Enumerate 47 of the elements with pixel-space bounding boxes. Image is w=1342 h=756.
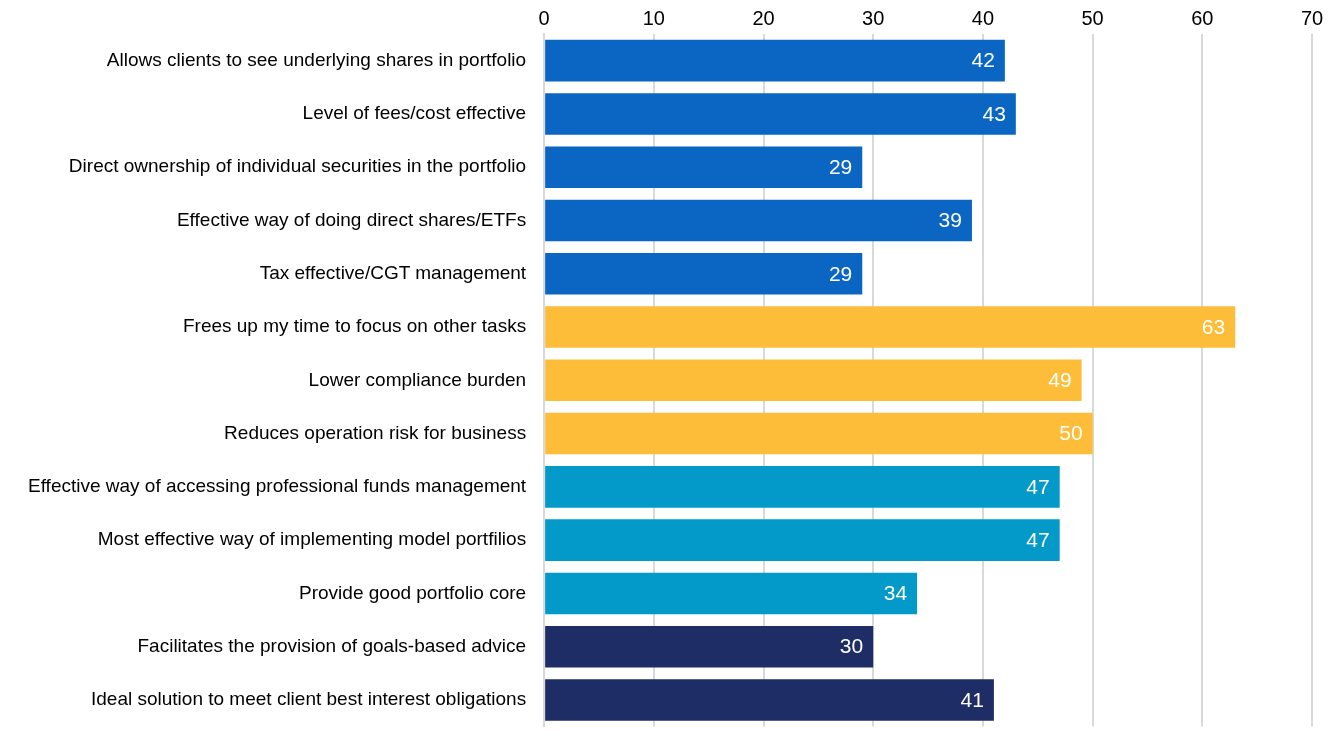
y-tick-label: Level of fees/cost effective [302, 102, 527, 124]
y-tick-label: Direct ownership of individual securities in the portfolio [68, 155, 527, 177]
bar [545, 572, 918, 615]
bar [545, 146, 863, 188]
bar [545, 199, 972, 242]
y-tick-label: Frees up my time to focus on other tasks [182, 315, 527, 337]
data-label: 47 [1026, 527, 1050, 551]
data-label: 50 [1059, 421, 1083, 445]
bar [545, 679, 994, 721]
y-tick-label: Provide good portfolio core [299, 581, 527, 603]
x-tick-label: 30 [862, 6, 885, 29]
data-label: 29 [828, 261, 853, 285]
x-tick-label: 0 [538, 6, 550, 29]
data-label: 41 [960, 687, 984, 711]
bar [545, 39, 1005, 82]
bar [545, 466, 1060, 508]
y-tick-label: Allows clients to see underlying shares in portfolio [106, 48, 527, 70]
data-label: 30 [839, 634, 864, 658]
data-label: 49 [1048, 368, 1072, 392]
x-tick-label: 60 [1191, 6, 1214, 29]
bar [545, 252, 863, 295]
y-tick-label: Lower compliance burden [308, 368, 527, 390]
y-tick-label: Ideal solution to meet client best interest obligations [90, 688, 527, 710]
x-tick-label: 20 [752, 6, 775, 29]
x-tick-label: 40 [971, 6, 995, 29]
bar [545, 519, 1060, 561]
y-tick-label: Most effective way of implementing model portfilios [97, 528, 527, 550]
y-tick-label: Effective way of accessing professional funds management [27, 475, 527, 497]
data-label: 42 [971, 48, 995, 72]
bar [545, 306, 1236, 348]
bar [545, 625, 874, 668]
x-tick-label: 70 [1300, 6, 1324, 29]
y-tick-label: Effective way of doing direct shares/ETFs [176, 208, 527, 230]
data-label: 39 [938, 208, 962, 232]
bar [545, 93, 1016, 135]
y-tick-label: Facilitates the provision of goals-based advice [137, 634, 527, 656]
data-label: 29 [828, 154, 853, 178]
y-tick-label: Reduces operation risk for business [224, 421, 527, 443]
bar [545, 359, 1082, 402]
y-tick-label: Tax effective/CGT management [259, 261, 527, 283]
data-label: 47 [1026, 474, 1050, 498]
data-label: 34 [883, 581, 908, 605]
x-tick-label: 10 [642, 6, 665, 29]
data-label: 43 [982, 101, 1006, 125]
data-label: 63 [1201, 314, 1226, 338]
x-tick-label: 50 [1081, 6, 1104, 29]
bar [545, 412, 1093, 455]
